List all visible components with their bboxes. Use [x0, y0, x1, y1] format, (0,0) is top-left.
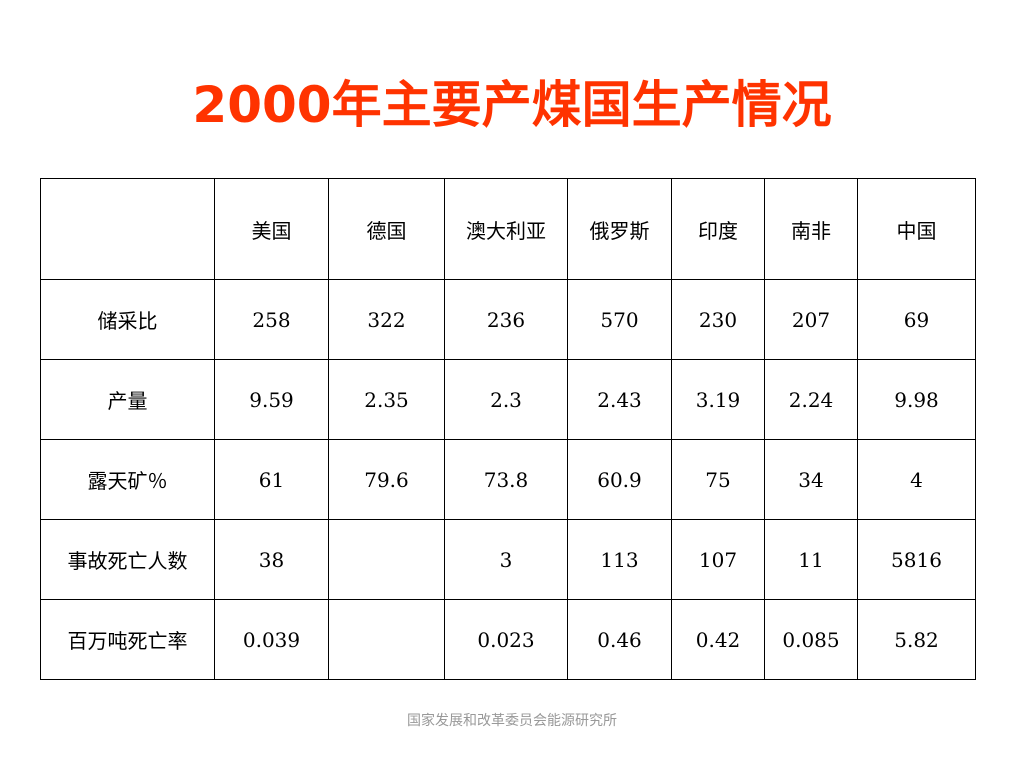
- column-header: 澳大利亚: [444, 178, 568, 280]
- table-cell: 4: [857, 439, 976, 520]
- table-cell: 9.59: [214, 359, 329, 440]
- column-header: 南非: [764, 178, 858, 280]
- table-cell: 207: [764, 279, 858, 360]
- table-cell: 0.42: [671, 599, 765, 680]
- row-label: 产量: [40, 359, 215, 440]
- table-cell: 570: [567, 279, 672, 360]
- table-cell: 113: [567, 519, 672, 600]
- table-cell: 9.98: [857, 359, 976, 440]
- table-cell: 2.35: [328, 359, 445, 440]
- table-cell: 107: [671, 519, 765, 600]
- row-label: 百万吨死亡率: [40, 599, 215, 680]
- row-label: 事故死亡人数: [40, 519, 215, 600]
- column-header: 中国: [857, 178, 976, 280]
- table-row: 储采比 258 322 236 570 230 207 69: [40, 279, 976, 360]
- table-cell: 230: [671, 279, 765, 360]
- table-cell: 2.43: [567, 359, 672, 440]
- row-label: 露天矿％: [40, 439, 215, 520]
- slide-title: 2000年主要产煤国生产情况: [192, 76, 832, 134]
- column-header: 德国: [328, 178, 445, 280]
- table-cell: 38: [214, 519, 329, 600]
- column-header: 美国: [214, 178, 329, 280]
- table-cell: [328, 599, 445, 680]
- table-cell: 5816: [857, 519, 976, 600]
- coal-production-table: 美国 德国 澳大利亚 俄罗斯 印度 南非 中国 储采比 258 322 236 …: [40, 178, 976, 680]
- slide-footer: 国家发展和改革委员会能源研究所: [407, 713, 617, 729]
- table-cell: 61: [214, 439, 329, 520]
- table-cell: 0.46: [567, 599, 672, 680]
- table-cell: 34: [764, 439, 858, 520]
- table-cell: 75: [671, 439, 765, 520]
- table-cell: 69: [857, 279, 976, 360]
- table-row: 百万吨死亡率 0.039 0.023 0.46 0.42 0.085 5.82: [40, 599, 976, 680]
- table-cell: 3.19: [671, 359, 765, 440]
- table-row: 露天矿％ 61 79.6 73.8 60.9 75 34 4: [40, 439, 976, 520]
- table-corner-cell: [40, 178, 215, 280]
- table-cell: 0.023: [444, 599, 568, 680]
- table-row: 产量 9.59 2.35 2.3 2.43 3.19 2.24 9.98: [40, 359, 976, 440]
- row-label: 储采比: [40, 279, 215, 360]
- table-cell: 236: [444, 279, 568, 360]
- column-header: 俄罗斯: [567, 178, 672, 280]
- table-cell: 3: [444, 519, 568, 600]
- table-cell: 0.039: [214, 599, 329, 680]
- column-header: 印度: [671, 178, 765, 280]
- table-cell: 2.3: [444, 359, 568, 440]
- table-cell: 258: [214, 279, 329, 360]
- table-row: 事故死亡人数 38 3 113 107 11 5816: [40, 519, 976, 600]
- table-cell: 5.82: [857, 599, 976, 680]
- table-cell: 11: [764, 519, 858, 600]
- table-cell: 60.9: [567, 439, 672, 520]
- table-cell: [328, 519, 445, 600]
- table-cell: 0.085: [764, 599, 858, 680]
- table-cell: 2.24: [764, 359, 858, 440]
- table-cell: 322: [328, 279, 445, 360]
- table-cell: 73.8: [444, 439, 568, 520]
- table-cell: 79.6: [328, 439, 445, 520]
- table-header-row: 美国 德国 澳大利亚 俄罗斯 印度 南非 中国: [40, 178, 976, 280]
